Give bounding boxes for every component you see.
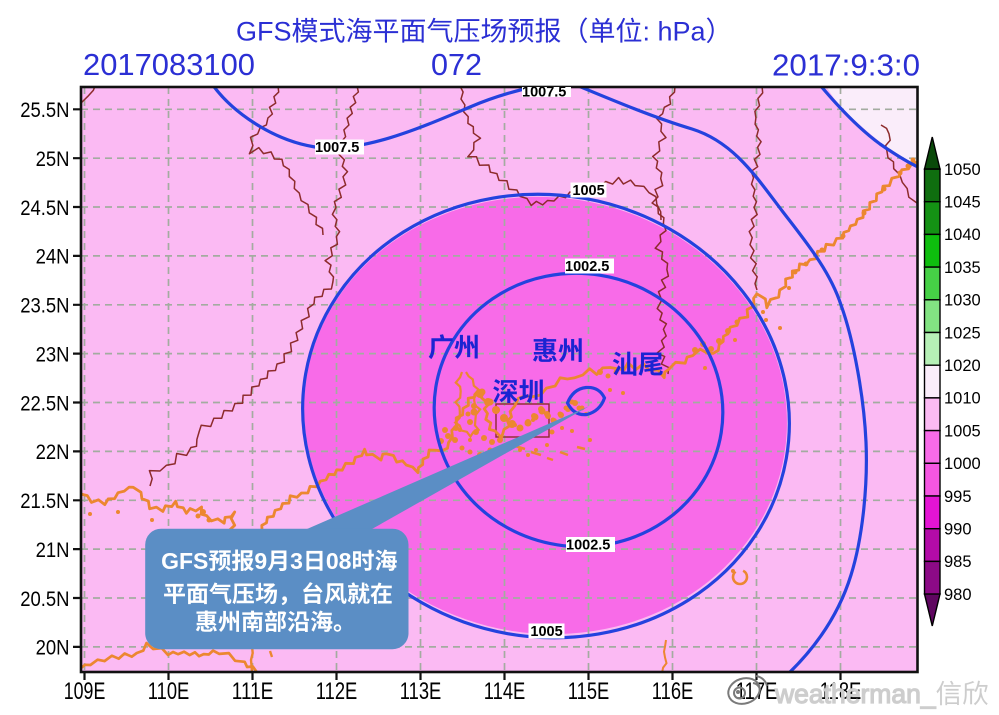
- svg-text:1005: 1005: [944, 422, 981, 440]
- svg-text:1020: 1020: [944, 357, 981, 375]
- svg-text:1007.5: 1007.5: [522, 85, 566, 101]
- svg-text:115E: 115E: [568, 678, 610, 705]
- svg-text:9: 9: [254, 548, 267, 574]
- svg-text:25N: 25N: [36, 148, 70, 171]
- svg-text:22.5N: 22.5N: [20, 392, 69, 415]
- svg-text:1007.5: 1007.5: [315, 140, 359, 156]
- svg-text:23.5N: 23.5N: [20, 295, 69, 318]
- svg-text:20.5N: 20.5N: [20, 588, 69, 611]
- svg-text:25.5N: 25.5N: [20, 99, 69, 122]
- svg-text:109E: 109E: [64, 678, 106, 705]
- svg-text:08: 08: [326, 548, 352, 574]
- svg-text:3: 3: [290, 548, 303, 574]
- svg-text:110E: 110E: [148, 678, 190, 705]
- svg-text:21.5N: 21.5N: [20, 490, 69, 513]
- svg-text:118E: 118E: [820, 678, 862, 705]
- svg-text:111E: 111E: [232, 678, 273, 705]
- svg-text:112E: 112E: [316, 678, 358, 705]
- svg-text:1025: 1025: [944, 324, 981, 342]
- svg-text:990: 990: [944, 521, 972, 539]
- svg-text:1005: 1005: [530, 624, 562, 640]
- svg-text:1002.5: 1002.5: [566, 538, 610, 554]
- svg-text:GFS: GFS: [236, 17, 292, 47]
- svg-text:1050: 1050: [944, 161, 981, 179]
- svg-text:1002.5: 1002.5: [565, 259, 609, 275]
- svg-text:: hPa: : hPa: [643, 17, 707, 47]
- svg-text:20N: 20N: [36, 637, 70, 660]
- svg-text:GFS: GFS: [161, 548, 208, 574]
- svg-text:1010: 1010: [944, 390, 981, 408]
- svg-text:23N: 23N: [36, 343, 70, 366]
- svg-text:1000: 1000: [944, 455, 981, 473]
- svg-text:weatherman_: weatherman_: [774, 679, 937, 709]
- svg-text:24N: 24N: [36, 246, 70, 269]
- svg-text:072: 072: [431, 47, 482, 82]
- svg-text:1040: 1040: [944, 226, 981, 244]
- svg-text:2017083100: 2017083100: [83, 47, 255, 82]
- svg-text:114E: 114E: [484, 678, 526, 705]
- svg-text:2017:9:3:0: 2017:9:3:0: [772, 48, 920, 83]
- svg-text:985: 985: [944, 553, 972, 571]
- svg-text:1035: 1035: [944, 259, 981, 277]
- svg-text:995: 995: [944, 488, 972, 506]
- svg-text:22N: 22N: [36, 441, 70, 464]
- svg-text:1005: 1005: [572, 183, 604, 199]
- svg-text:1045: 1045: [944, 194, 981, 212]
- svg-text:1030: 1030: [944, 292, 981, 310]
- svg-text:24.5N: 24.5N: [20, 197, 69, 220]
- svg-text:116E: 116E: [652, 678, 694, 705]
- svg-text:980: 980: [944, 586, 972, 604]
- svg-text:113E: 113E: [400, 678, 442, 705]
- svg-text:21N: 21N: [36, 539, 70, 562]
